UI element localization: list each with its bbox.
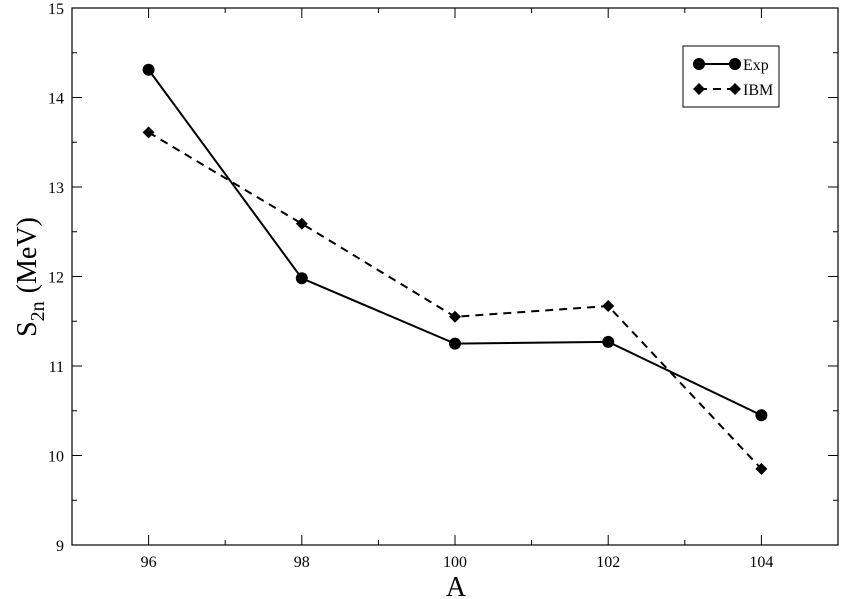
x-tick-label: 100 <box>443 554 467 571</box>
y-tick-label: 15 <box>48 1 64 18</box>
y-label-sub: 2n <box>27 301 49 321</box>
marker-circle <box>755 409 768 422</box>
y-label-unit: (MeV) <box>12 217 43 293</box>
series-line <box>147 69 762 417</box>
y-axis-label: S2n (MeV) <box>12 217 49 337</box>
marker-circle <box>693 58 705 70</box>
marker-diamond <box>693 83 705 95</box>
marker-diamond <box>755 462 768 475</box>
y-tick-label: 10 <box>48 449 64 466</box>
series-line <box>148 131 763 470</box>
x-tick-label: 104 <box>749 554 773 571</box>
y-tick-label: 14 <box>48 91 64 108</box>
legend-label: IBM <box>743 82 773 99</box>
marker-diamond <box>602 300 615 313</box>
marker-diamond <box>142 126 155 139</box>
marker-circle <box>295 272 308 285</box>
x-tick-label: 102 <box>596 554 620 571</box>
marker-circle <box>729 58 741 70</box>
x-axis-label: A <box>446 572 467 599</box>
x-tick-label: 98 <box>294 554 310 571</box>
legend-label: Exp <box>743 57 769 74</box>
legend-box <box>682 45 780 108</box>
marker-diamond <box>295 217 308 230</box>
x-tick-label: 96 <box>141 554 157 571</box>
y-label-main: S <box>12 321 43 337</box>
marker-circle <box>142 63 155 76</box>
y-tick-label: 11 <box>49 359 64 376</box>
marker-circle <box>449 337 461 350</box>
marker-diamond <box>729 83 741 95</box>
y-tick-label: 9 <box>56 538 64 555</box>
y-tick-label: 12 <box>48 270 64 287</box>
y-tick-label: 13 <box>48 180 64 197</box>
marker-circle <box>602 335 615 348</box>
marker-diamond <box>449 310 461 323</box>
y-axis-label-group: S2n (MeV) <box>12 217 49 337</box>
